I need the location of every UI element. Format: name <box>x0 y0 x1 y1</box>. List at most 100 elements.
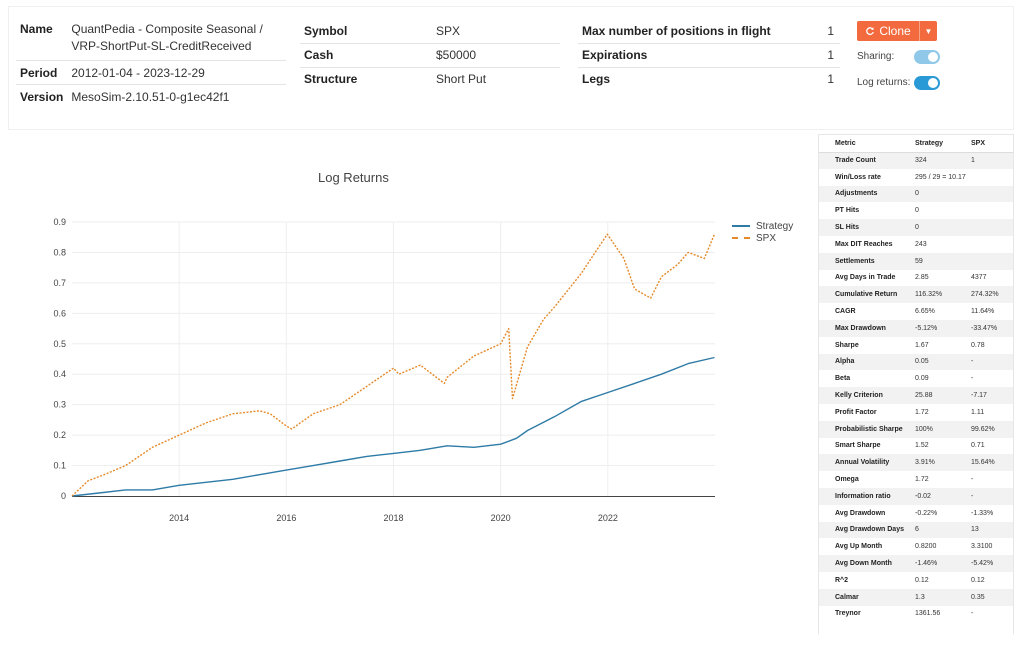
version-label: Version <box>20 89 64 104</box>
clone-main-button[interactable]: Clone <box>857 21 919 41</box>
metric-strategy-value: 0 <box>911 185 967 203</box>
metric-strategy-value: 324 <box>911 152 967 169</box>
expirations-value: 1 <box>827 48 834 62</box>
metrics-header-spx: SPX <box>967 135 1013 153</box>
metric-strategy-value: 0 <box>911 219 967 236</box>
metric-spx-value: -7.17 <box>967 387 1013 404</box>
metrics-row: Information ratio -0.02- <box>819 487 1013 505</box>
metric-strategy-value: 59 <box>911 252 967 270</box>
metric-spx-value: 1.11 <box>971 408 985 416</box>
metric-strategy-value: 0.12 <box>915 576 929 584</box>
log-returns-label: Log returns: <box>857 77 911 88</box>
metrics-header-metric: Metric <box>819 135 911 153</box>
metrics-panel: Metric Strategy SPX Trade Count 324 1 Win/L… <box>818 134 1014 634</box>
metric-name: Adjustments <box>819 185 911 203</box>
y-tick-label: 0 <box>61 491 66 501</box>
metric-strategy-value: 0.09 <box>915 375 929 383</box>
metric-name: Calmar <box>819 588 911 606</box>
metrics-header-strategy: Strategy <box>911 135 967 153</box>
log-returns-toggle[interactable] <box>914 76 940 90</box>
metrics-row: PT Hits 0 <box>819 202 1013 219</box>
x-tick-label: 2016 <box>276 513 296 523</box>
metrics-header-row: Metric Strategy SPX <box>819 135 1013 153</box>
metric-spx-value: 15.64% <box>967 454 1013 472</box>
metrics-row: Avg Drawdown -0.22% -1.33% <box>819 505 1013 522</box>
metrics-row: Calmar 1.3 0.35 <box>819 588 1013 606</box>
metrics-row: Cumulative Return 116.32% 274.32% <box>819 286 1013 304</box>
legs-label: Legs <box>582 72 611 86</box>
legend-swatch-spx <box>732 237 750 239</box>
metric-spx-value <box>967 169 1013 186</box>
position-info-table: Max number of positions in flight 1 Expi… <box>578 20 840 91</box>
metrics-row: Max DIT Reaches 243 <box>819 236 1013 253</box>
metrics-row: Alpha 0.05- <box>819 353 1013 371</box>
log-returns-row: Log returns: <box>857 76 940 90</box>
metrics-row: Annual Volatility 3.91% 15.64% <box>819 454 1013 472</box>
y-tick-label: 0.2 <box>53 430 66 440</box>
metric-spx-value: 4377 <box>971 274 987 282</box>
metrics-row: Treynor 1361.56 - <box>819 606 1013 623</box>
sharing-toggle[interactable] <box>914 50 940 64</box>
clone-label: Clone <box>879 24 911 38</box>
metrics-row: Avg Up Month 0.8200 3.3100 <box>819 538 1013 555</box>
symbol-label: Symbol <box>304 24 348 38</box>
name-value: QuantPedia - Composite Seasonal / VRP-Sh… <box>71 22 263 53</box>
metric-spx-value: - <box>971 375 974 383</box>
y-tick-label: 0.5 <box>53 339 66 349</box>
name-label: Name <box>20 22 53 36</box>
metric-name: Annual Volatility <box>819 454 911 472</box>
metric-spx-value: -1.33% <box>971 509 994 517</box>
metric-spx-value <box>967 252 1013 270</box>
y-tick-label: 0.6 <box>53 308 66 318</box>
refresh-icon <box>866 27 875 36</box>
metric-name: Cumulative Return <box>819 286 911 304</box>
metric-strategy-value: 1.72 <box>915 476 929 484</box>
y-tick-label: 0.7 <box>53 278 66 288</box>
metric-spx-value: - <box>967 487 1013 505</box>
metric-spx-value: 99.62% <box>967 420 1013 438</box>
x-tick-label: 2018 <box>383 513 403 523</box>
metric-name: Max Drawdown <box>819 319 911 337</box>
clone-dropdown-toggle[interactable]: ▼ <box>919 21 937 41</box>
metrics-table: Metric Strategy SPX Trade Count 324 1 Win/L… <box>819 135 1013 622</box>
metric-name: R^2 <box>835 576 849 584</box>
metric-strategy-value: 295 / 29 = 10.17 <box>915 173 966 181</box>
metric-strategy-value: 6.65% <box>915 308 935 316</box>
legend-label-spx: SPX <box>756 232 777 244</box>
chart-plot: 0 0.1 0.2 0.3 0.4 0.5 0.6 0.7 0.8 0.9 2014 2016 2018… <box>53 217 716 523</box>
metric-name: Beta <box>835 375 851 383</box>
metric-strategy-value: 6 <box>911 521 967 539</box>
metrics-row: CAGR 6.65% 11.64% <box>819 303 1013 320</box>
metric-strategy-value: 1.52 <box>915 442 929 450</box>
clone-button[interactable]: Clone ▼ <box>857 21 937 41</box>
metric-name: Win/Loss rate <box>835 173 881 181</box>
metrics-row: Settlements 59 <box>819 252 1013 270</box>
metric-name: Probabilistic Sharpe <box>819 420 911 438</box>
caret-down-icon: ▼ <box>924 26 933 36</box>
legend-label-strategy: Strategy <box>756 220 794 232</box>
y-tick-label: 0.4 <box>53 369 66 379</box>
legs-value: 1 <box>827 72 834 86</box>
metric-strategy-value: -1.46% <box>911 555 967 572</box>
metric-name: Avg Drawdown <box>835 509 886 517</box>
backtest-info-table: Name QuantPedia - Composite Seasonal / V… <box>16 18 286 108</box>
x-tick-label: 2022 <box>598 513 618 523</box>
metric-name: Avg Up Month <box>835 543 883 551</box>
metric-name: CAGR <box>835 308 856 316</box>
metric-spx-value <box>967 202 1013 219</box>
x-tick-label: 2014 <box>169 513 189 523</box>
metrics-row: R^2 0.12 0.12 <box>819 572 1013 589</box>
metric-name: Treynor <box>835 610 861 618</box>
y-tick-label: 0.3 <box>53 400 66 410</box>
legend-item-spx[interactable]: SPX <box>732 232 793 244</box>
metric-name: Max DIT Reaches <box>835 240 893 248</box>
instrument-info-table: Symbol SPX Cash $50000 Structure Short P… <box>300 20 560 91</box>
metric-name: Avg Down Month <box>819 555 911 572</box>
metric-strategy-value: 3.91% <box>911 454 967 472</box>
metrics-row: Beta 0.09 - <box>819 370 1013 387</box>
metric-name: Information ratio <box>819 487 911 505</box>
metrics-row: Smart Sharpe 1.52 0.71 <box>819 438 1013 455</box>
period-value: 2012-01-04 - 2023-12-29 <box>71 65 205 80</box>
y-tick-label: 0.9 <box>53 217 66 227</box>
legend-item-strategy[interactable]: Strategy <box>732 220 793 232</box>
